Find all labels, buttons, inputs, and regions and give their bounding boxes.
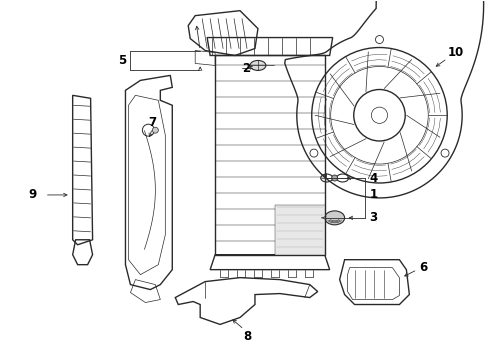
Ellipse shape: [250, 60, 266, 71]
Text: 4: 4: [369, 171, 378, 185]
Text: 7: 7: [148, 116, 156, 129]
Text: 8: 8: [243, 330, 251, 343]
Text: 9: 9: [29, 188, 37, 202]
Circle shape: [152, 127, 158, 133]
Text: 10: 10: [447, 46, 464, 59]
Text: 2: 2: [242, 62, 250, 75]
Ellipse shape: [325, 211, 344, 225]
Text: 3: 3: [369, 211, 378, 224]
Polygon shape: [275, 205, 325, 255]
Text: 5: 5: [119, 54, 127, 67]
Circle shape: [332, 175, 338, 181]
Text: 6: 6: [419, 261, 428, 274]
Text: 1: 1: [369, 188, 378, 202]
